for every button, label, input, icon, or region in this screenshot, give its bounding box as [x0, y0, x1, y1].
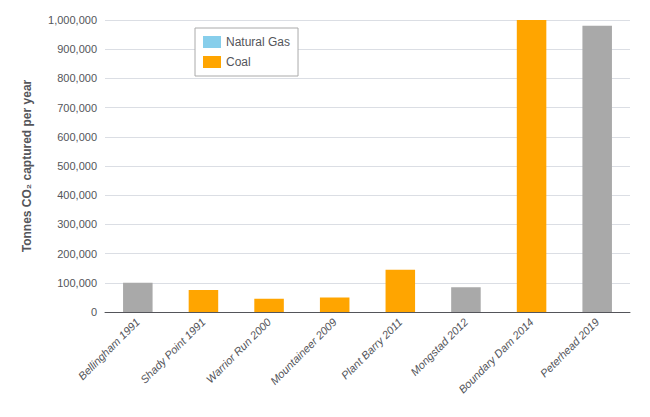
svg-text:Tonnes CO₂ captured per year: Tonnes CO₂ captured per year — [20, 79, 34, 252]
svg-text:Mountaineer 2009: Mountaineer 2009 — [268, 316, 339, 387]
svg-text:600,000: 600,000 — [57, 131, 97, 143]
svg-text:Mongstad 2012: Mongstad 2012 — [408, 316, 470, 378]
svg-text:Natural Gas: Natural Gas — [226, 35, 290, 49]
svg-text:800,000: 800,000 — [57, 72, 97, 84]
svg-text:200,000: 200,000 — [57, 248, 97, 260]
svg-text:Peterhead 2019: Peterhead 2019 — [538, 316, 602, 380]
svg-text:400,000: 400,000 — [57, 189, 97, 201]
svg-text:Bellingham 1991: Bellingham 1991 — [76, 316, 142, 382]
svg-text:900,000: 900,000 — [57, 43, 97, 55]
svg-text:1,000,000: 1,000,000 — [48, 14, 97, 26]
svg-text:Coal: Coal — [226, 55, 251, 69]
svg-text:0: 0 — [91, 306, 97, 318]
svg-text:500,000: 500,000 — [57, 160, 97, 172]
svg-text:100,000: 100,000 — [57, 277, 97, 289]
svg-text:700,000: 700,000 — [57, 102, 97, 114]
svg-text:Shady Point 1991: Shady Point 1991 — [138, 316, 208, 386]
svg-text:300,000: 300,000 — [57, 218, 97, 230]
svg-text:Plant Barry 2011: Plant Barry 2011 — [339, 316, 405, 382]
svg-text:Boundary Dam 2014: Boundary Dam 2014 — [456, 316, 536, 396]
svg-text:Warrior Run 2000: Warrior Run 2000 — [204, 315, 274, 385]
